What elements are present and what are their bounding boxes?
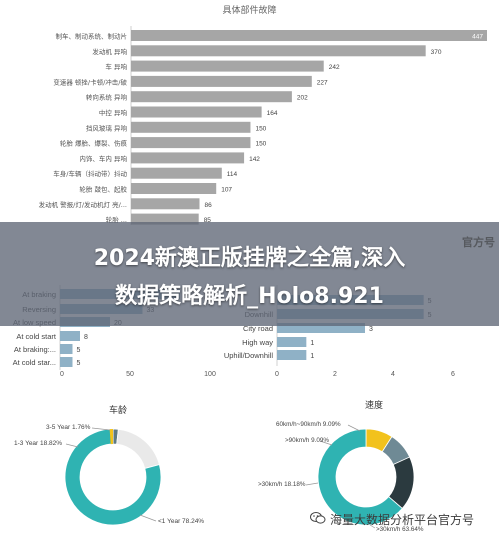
car-age-slice-label: <1 Year 78.24%: [158, 518, 204, 525]
top-category-label: 轮胎 爆胎、爆裂、伤痕: [60, 139, 128, 148]
top-value-label: 86: [204, 202, 212, 209]
mid-left-xtick: 100: [204, 371, 216, 378]
top-value-label: 85: [204, 217, 212, 224]
top-category-label: 车 异响: [105, 62, 127, 71]
mid-left-category-label: At braking:...: [14, 345, 56, 354]
mid-left-bar: [60, 357, 73, 367]
top-category-label: 轮胎 ...: [106, 215, 127, 224]
car-age-slice-label: 1-3 Year 18.82%: [14, 440, 62, 447]
pie-charts: 3-5 Year 1.76% 1-3 Year 18.82% <1 Year 78.…: [14, 421, 424, 533]
top-bar: [131, 45, 426, 57]
mid-right-value-label: 1: [310, 340, 314, 347]
mid-right-category-label: City road: [243, 324, 273, 333]
top-bar: [131, 183, 217, 194]
banner-behind-text: 官方号: [462, 237, 495, 249]
top-bar: [131, 198, 200, 210]
speed-leader-line: [369, 524, 376, 529]
mid-right-xtick: 2: [333, 371, 337, 378]
mid-right-xtick: 4: [391, 371, 395, 378]
top-value-label: 370: [431, 49, 442, 56]
top-bar: [131, 75, 312, 87]
top-category-label: 发动机 异响: [92, 47, 127, 56]
car-age-title: 车龄: [108, 405, 127, 415]
top-value-label: 107: [221, 187, 232, 194]
car-age-leader-line: [65, 443, 79, 448]
car-age-accent-slice: [109, 429, 113, 445]
top-chart-panel: 具体部件故障 制车、制动系统、制动片 447 发动机 异响 370 车 异响 242 变速器…: [0, 0, 499, 225]
speed-leader-line: [347, 424, 361, 432]
mid-left-category-label: At cold star...: [13, 358, 56, 367]
mid-left-category-label: At cold start: [16, 332, 57, 341]
top-chart-title: 具体部件故障: [222, 5, 277, 15]
top-category-label: 制车、制动系统、制动片: [56, 32, 128, 41]
title-banner: 官方号 2024新澳正版挂牌之全篇,深入 数据策略解析_Holo8.921: [0, 222, 499, 326]
top-bar: [131, 91, 292, 103]
car-age-slice: [64, 428, 162, 526]
top-bar: [131, 106, 262, 118]
wechat-icon: [310, 511, 326, 528]
mid-left-bar: [60, 331, 80, 341]
mid-left-value-label: 8: [84, 334, 88, 341]
top-bar: [131, 60, 324, 72]
car-age-slice-label: 3-5 Year 1.76%: [46, 424, 91, 431]
top-value-label: 447: [472, 34, 483, 41]
top-category-label: 转向系统 异响: [86, 93, 128, 102]
watermark: 海量大数据分析平台官方号: [310, 506, 495, 532]
top-bar: [131, 167, 222, 179]
top-bar: [131, 121, 251, 133]
mid-right-value-label: 1: [310, 353, 314, 360]
mid-left-xtick: 50: [126, 371, 134, 378]
mid-right-bar: [277, 323, 365, 333]
mid-right-xtick: 6: [451, 371, 455, 378]
car-age-leader-line: [139, 514, 157, 522]
speed-slice-label: >30km/h 63.64%: [376, 526, 424, 533]
top-category-label: 车身/车辆（抖动带）抖动: [53, 169, 127, 178]
speed-slice-label: >30km/h 18.18%: [258, 481, 306, 488]
top-value-label: 150: [255, 141, 266, 148]
mid-left-bar: [60, 344, 73, 354]
speed-slice-label: 60km/h~90km/h 9.09%: [276, 421, 341, 428]
top-bar: [131, 213, 199, 225]
mid-right-bar: [277, 350, 307, 360]
banner-line-1: 2024新澳正版挂牌之全篇,深入: [93, 246, 406, 271]
top-value-label: 150: [255, 125, 266, 132]
mid-left-value-label: 5: [77, 347, 81, 354]
speed-title: 速度: [364, 400, 383, 410]
speed-leader-line: [305, 482, 319, 486]
mid-right-bar: [277, 337, 307, 347]
top-value-label: 227: [317, 79, 328, 86]
watermark-text: 海量大数据分析平台官方号: [330, 512, 475, 527]
bottom-pies-panel: 车龄 速度 3-5 Year 1.76% 1-3 Year 18.82% <1 Ye…: [0, 385, 499, 543]
mid-right-category-label: High way: [242, 338, 273, 347]
top-category-label: 发动机 警报/灯/发动机灯 亮/...: [39, 200, 127, 209]
top-value-label: 142: [249, 156, 260, 163]
top-value-label: 114: [227, 171, 238, 178]
top-category-label: 内饰、车内 异响: [79, 154, 127, 163]
car-age-slice: [116, 428, 160, 469]
mid-right-xtick: 0: [275, 371, 279, 378]
top-value-label: 164: [267, 110, 278, 117]
mid-right-value-label: 3: [369, 326, 373, 333]
mid-left-value-label: 5: [77, 360, 81, 367]
top-category-label: 挡风玻璃 异响: [86, 123, 128, 132]
top-category-label: 中控 异响: [99, 108, 128, 117]
top-bar: [131, 30, 487, 41]
top-bar: [131, 152, 245, 164]
car-age-leader-line: [91, 427, 111, 431]
speed-leader-line: [319, 440, 333, 446]
top-value-label: 242: [329, 64, 340, 71]
banner-line-2: 数据策略解析_Holo8.921: [115, 284, 384, 309]
mid-right-category-label: Uphill/Downhill: [224, 351, 274, 360]
top-value-label: 202: [297, 95, 308, 102]
top-bar: [131, 137, 251, 149]
top-category-label: 变速器 顿挫/卡顿/冲击/破: [53, 77, 127, 86]
mid-left-xtick: 0: [60, 371, 64, 378]
speed-slice-label: >90km/h 9.09%: [285, 437, 329, 444]
top-bar-chart: 制车、制动系统、制动片 447 发动机 异响 370 车 异响 242 变速器 顿挫/卡顿/…: [39, 26, 487, 225]
top-category-label: 轮胎 鼓包、起胶: [79, 185, 127, 194]
